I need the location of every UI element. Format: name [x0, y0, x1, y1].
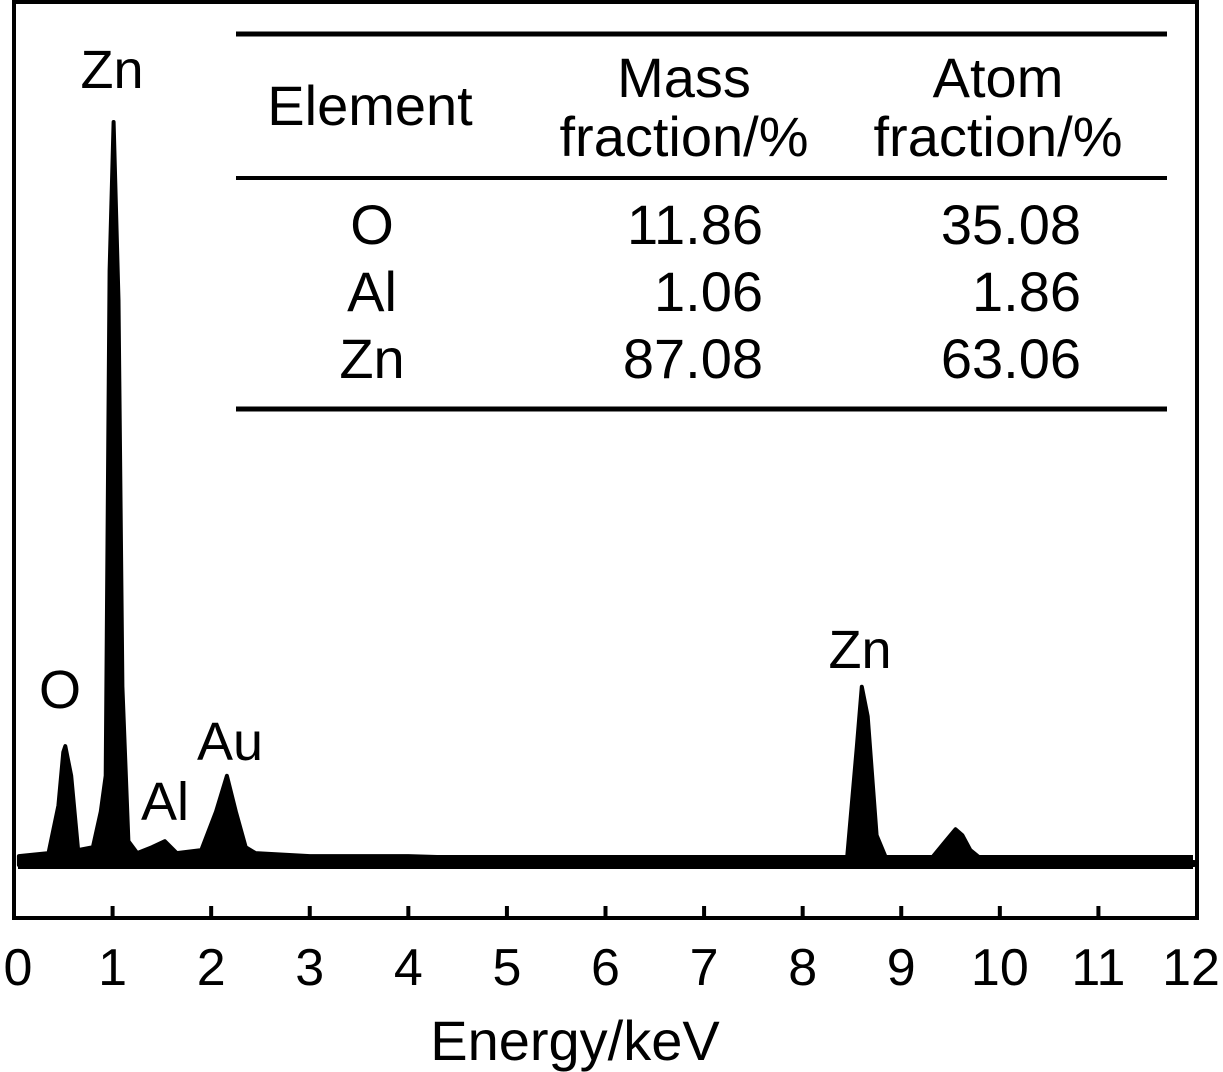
peak-label-au: Au	[197, 712, 263, 772]
x-tick-label: 9	[887, 939, 916, 997]
x-tick-label: 8	[788, 939, 817, 997]
peak-label-zn-secondary: Zn	[828, 620, 891, 680]
table-header-atom-line2: fraction/%	[874, 105, 1123, 168]
x-tick-label: 6	[591, 939, 620, 997]
x-tick-label: 3	[295, 939, 324, 997]
spectrum-curve	[16, 120, 1196, 867]
composition-table: Element Mass fraction/% Atom fraction/% …	[236, 31, 1167, 412]
x-tick-label: 2	[197, 939, 226, 997]
table-row-mass: 87.08	[623, 327, 763, 390]
table-header-element: Element	[267, 74, 473, 137]
table-header-atom-line1: Atom	[933, 46, 1064, 109]
x-tick-label: 4	[394, 939, 423, 997]
table-header-mass-line1: Mass	[617, 46, 751, 109]
table-row-atom: 35.08	[941, 193, 1081, 256]
x-tick-label: 5	[492, 939, 521, 997]
table-row-element: Zn	[339, 327, 404, 390]
table-row-mass: 11.86	[627, 193, 763, 256]
x-tick-label: 12	[1162, 939, 1220, 997]
table-row-atom: 63.06	[941, 327, 1081, 390]
x-tick-label: 7	[690, 939, 719, 997]
x-axis-label: Energy/keV	[430, 1009, 720, 1072]
peak-label-o: O	[39, 660, 81, 720]
table-header-mass-line2: fraction/%	[560, 105, 809, 168]
x-tick-label: 10	[971, 939, 1029, 997]
table-row-element: O	[350, 193, 394, 256]
table-row-atom: 1.86	[972, 260, 1081, 323]
peak-label-al: Al	[141, 772, 189, 832]
peak-label-zn-main: Zn	[80, 40, 143, 100]
x-axis-ticks: 0 1 2 3 4 5 6 7 8 9 10 11 12	[4, 906, 1220, 997]
x-tick-label: 0	[4, 939, 33, 997]
table-row-mass: 1.06	[654, 260, 763, 323]
x-tick-label: 1	[98, 939, 127, 997]
x-tick-label: 11	[1071, 939, 1125, 997]
table-row-element: Al	[347, 260, 397, 323]
